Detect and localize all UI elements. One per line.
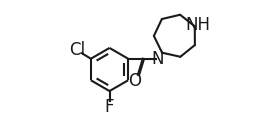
Text: O: O [128,72,141,90]
Text: N: N [151,50,164,68]
Text: NH: NH [186,16,211,34]
Text: F: F [105,98,114,116]
Text: Cl: Cl [70,41,86,59]
